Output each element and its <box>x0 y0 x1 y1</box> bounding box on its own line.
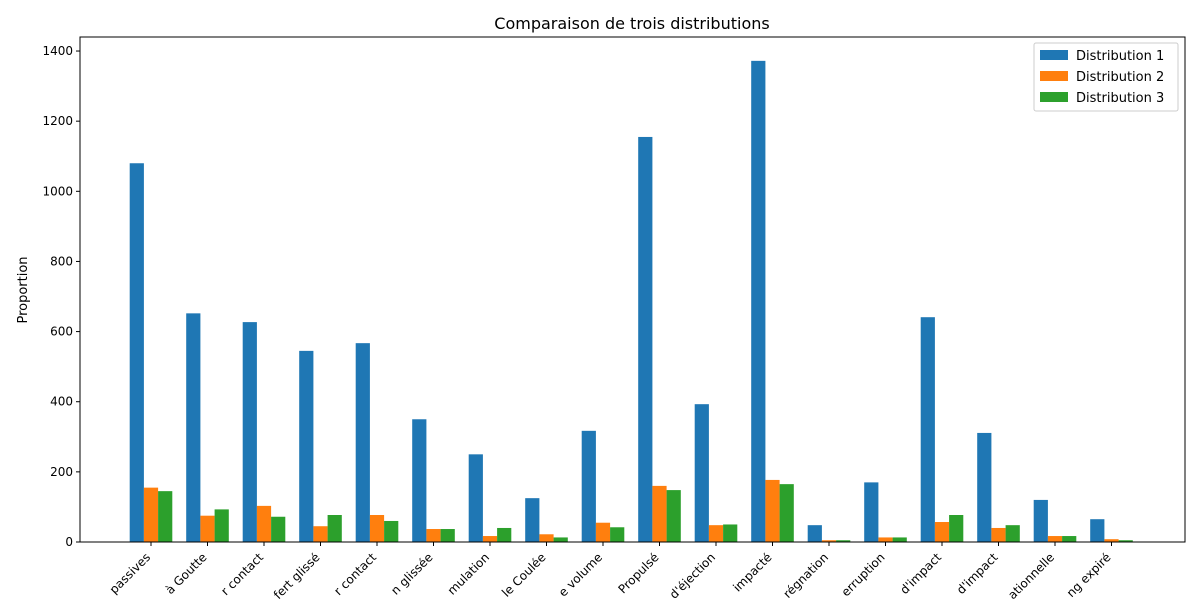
bar-series-1-cat-11 <box>694 404 709 542</box>
legend-label-3: Distribution 3 <box>1076 91 1164 106</box>
bar-series-3-cat-5 <box>384 520 399 542</box>
bar-series-3-cat-4 <box>327 515 342 542</box>
bar-series-1-cat-6 <box>412 419 427 542</box>
bar-series-3-cat-7 <box>497 527 512 542</box>
bar-series-2-cat-3 <box>256 505 272 542</box>
bar-series-1-cat-13 <box>807 525 822 542</box>
x-tick-label: ationnelle <box>1005 550 1057 600</box>
bar-series-3-cat-15 <box>949 515 964 542</box>
bar-series-1-cat-14 <box>864 482 879 542</box>
bar-series-2-cat-14 <box>878 537 893 542</box>
bar-series-3-cat-8 <box>553 537 568 542</box>
bar-series-1-cat-7 <box>468 454 483 542</box>
bar-series-1-cat-1 <box>129 163 144 542</box>
x-tick-label: d'impact <box>954 550 1001 597</box>
x-tick-label: Propulsé <box>615 550 661 596</box>
bar-series-1-cat-8 <box>525 498 540 542</box>
bar-series-2-cat-4 <box>313 526 328 542</box>
bar-series-2-cat-5 <box>369 515 385 542</box>
plot-frame <box>79 36 1186 543</box>
bar-series-3-cat-16 <box>1005 525 1020 542</box>
bar-series-3-cat-13 <box>836 540 851 542</box>
bars-group <box>129 60 1133 542</box>
x-tick-label: r contact <box>218 550 266 598</box>
bar-series-2-cat-16 <box>991 527 1006 542</box>
bar-series-1-cat-18 <box>1090 519 1105 542</box>
x-tick-label: fert glissé <box>271 550 323 600</box>
x-tick-label: e volume <box>556 550 605 599</box>
y-axis: 0 200 400 600 800 1000 1200 1400 <box>42 44 80 549</box>
x-tick-label: à Goutte <box>163 550 210 597</box>
bar-series-1-cat-4 <box>299 350 314 542</box>
bar-series-2-cat-7 <box>482 536 498 542</box>
x-tick-label: le Coulée <box>499 550 548 599</box>
bar-series-3-cat-14 <box>892 537 907 542</box>
bar-series-1-cat-15 <box>920 317 935 542</box>
bar-series-1-cat-17 <box>1033 499 1048 542</box>
y-tick-label: 1400 <box>42 44 73 58</box>
y-tick-label: 400 <box>50 395 73 409</box>
bar-series-2-cat-18 <box>1104 539 1119 542</box>
x-axis: passives à Goutte r contact fert glissé r co… <box>107 542 1114 600</box>
bar-series-2-cat-9 <box>595 522 611 542</box>
legend-swatch-1 <box>1040 50 1068 60</box>
bar-series-2-cat-15 <box>934 522 950 542</box>
bar-series-3-cat-18 <box>1118 540 1133 542</box>
bar-series-3-cat-3 <box>271 516 286 542</box>
x-tick-label: mulation <box>445 550 492 597</box>
x-tick-label: r contact <box>331 550 379 598</box>
y-axis-label: Proportion <box>16 256 31 323</box>
bar-series-2-cat-8 <box>539 534 554 542</box>
bar-series-2-cat-6 <box>426 529 441 542</box>
bar-series-1-cat-9 <box>581 430 596 542</box>
bar-series-1-cat-2 <box>186 313 201 542</box>
bar-series-3-cat-10 <box>666 490 681 542</box>
bar-series-2-cat-2 <box>200 515 215 542</box>
y-tick-label: 1000 <box>42 184 73 198</box>
bar-series-1-cat-16 <box>977 432 992 542</box>
bar-series-2-cat-13 <box>821 540 837 542</box>
bar-series-3-cat-12 <box>779 484 794 542</box>
bar-series-2-cat-17 <box>1047 536 1063 542</box>
x-tick-label: ng expiré <box>1064 550 1114 600</box>
bar-series-1-cat-12 <box>751 60 766 542</box>
bar-series-1-cat-3 <box>242 322 257 542</box>
bar-series-3-cat-6 <box>440 529 455 542</box>
bar-series-1-cat-10 <box>638 136 653 542</box>
y-tick-label: 800 <box>50 254 73 268</box>
x-tick-label: erruption <box>839 550 888 599</box>
x-tick-label: impacté <box>730 550 774 594</box>
chart-title: Comparaison de trois distributions <box>494 14 769 33</box>
bar-series-1-cat-5 <box>355 343 370 542</box>
bar-series-3-cat-1 <box>158 491 173 542</box>
bar-series-2-cat-11 <box>708 525 724 542</box>
bar-series-2-cat-1 <box>143 487 159 542</box>
y-tick-label: 1200 <box>42 114 73 128</box>
legend-label-2: Distribution 2 <box>1076 70 1164 85</box>
bar-series-3-cat-9 <box>610 527 625 542</box>
x-tick-label: d'éjection <box>667 550 718 600</box>
bar-series-2-cat-12 <box>765 479 780 542</box>
y-tick-label: 200 <box>50 465 73 479</box>
y-tick-label: 0 <box>65 535 73 549</box>
legend-box <box>1033 42 1179 112</box>
legend-swatch-3 <box>1040 92 1068 102</box>
x-tick-label: d'impact <box>897 550 944 597</box>
x-tick-label: régnation <box>780 550 831 600</box>
legend-swatch-2 <box>1040 71 1068 81</box>
bar-series-3-cat-17 <box>1062 536 1077 542</box>
bar-series-3-cat-2 <box>214 509 229 542</box>
x-tick-label: passives <box>107 550 153 596</box>
legend: Distribution 1 Distribution 2 Distribution… <box>1033 42 1179 112</box>
bar-series-2-cat-10 <box>652 485 667 542</box>
x-tick-label: n glissée <box>388 550 435 597</box>
y-tick-label: 600 <box>50 325 73 339</box>
bar-series-3-cat-11 <box>723 524 738 542</box>
legend-label-1: Distribution 1 <box>1076 49 1164 64</box>
